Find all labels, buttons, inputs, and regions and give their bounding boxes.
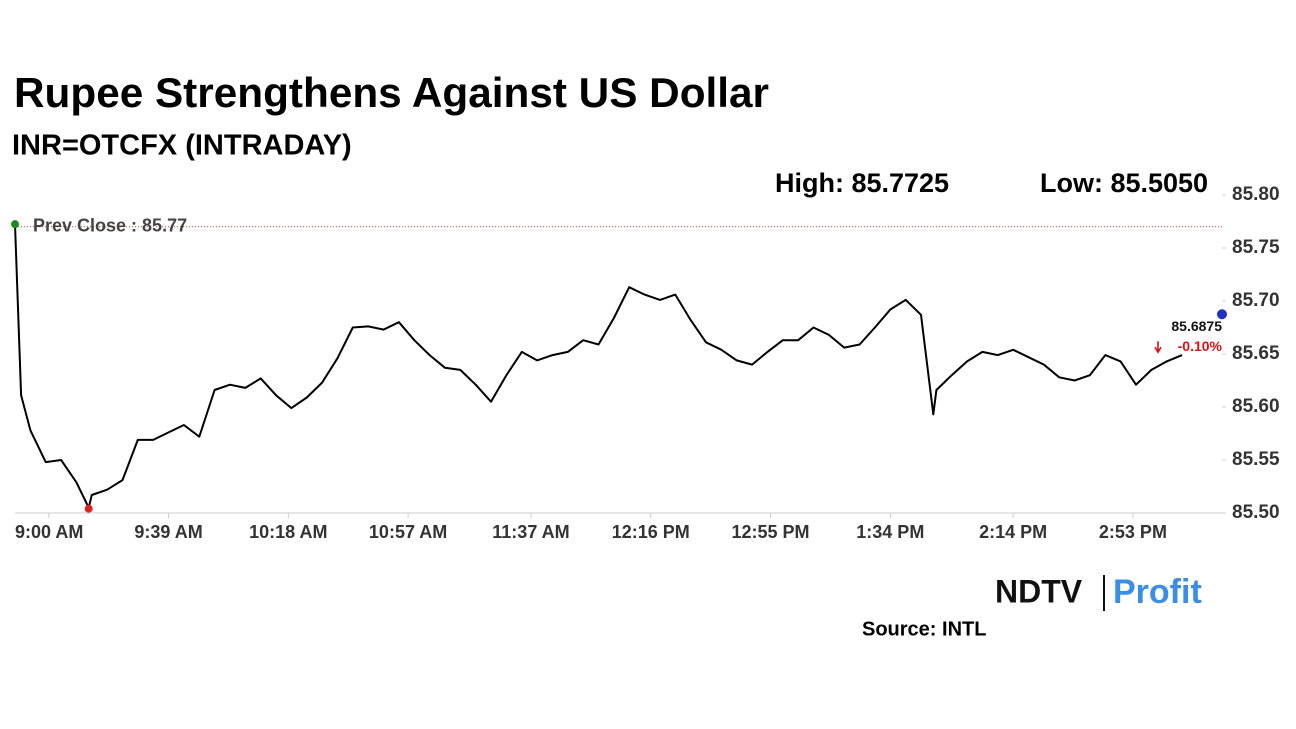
x-tick-label: 9:00 AM bbox=[15, 522, 83, 542]
x-tick-label: 10:18 AM bbox=[249, 522, 327, 542]
y-tick-label: 85.65 bbox=[1232, 343, 1280, 364]
change-label: -0.10% bbox=[1178, 338, 1223, 354]
y-tick-label: 85.60 bbox=[1232, 396, 1280, 417]
x-tick-label: 9:39 AM bbox=[134, 522, 202, 542]
start-marker bbox=[11, 220, 19, 229]
last-marker bbox=[1217, 309, 1227, 320]
price-line bbox=[14, 224, 1183, 509]
chart-subtitle: INR=OTCFX (INTRADAY) bbox=[12, 130, 352, 162]
x-tick-label: 10:57 AM bbox=[369, 522, 447, 542]
y-tick-label: 85.75 bbox=[1232, 237, 1280, 258]
x-tick-label: 12:55 PM bbox=[732, 522, 810, 542]
chart-title: Rupee Strengthens Against US Dollar bbox=[14, 69, 769, 116]
x-tick-label: 11:37 AM bbox=[492, 522, 569, 542]
prev-close-label: Prev Close : 85.77 bbox=[33, 216, 187, 236]
x-tick-label: 1:34 PM bbox=[856, 522, 924, 542]
y-tick-label: 85.55 bbox=[1232, 449, 1280, 470]
down-arrow bbox=[1154, 341, 1162, 354]
x-tick-label: 2:53 PM bbox=[1099, 522, 1167, 542]
high-annotation: High: 85.7725 bbox=[775, 168, 949, 198]
y-tick-label: 85.50 bbox=[1232, 502, 1280, 523]
low-marker bbox=[84, 504, 93, 513]
x-tick-label: 12:16 PM bbox=[612, 522, 690, 542]
logo-profit: Profit bbox=[1113, 573, 1202, 611]
last-value-label: 85.6875 bbox=[1171, 318, 1222, 334]
low-annotation: Low: 85.5050 bbox=[1040, 168, 1208, 198]
source: Source: INTL bbox=[862, 618, 986, 640]
y-tick-label: 85.70 bbox=[1232, 290, 1280, 311]
y-tick-label: 85.80 bbox=[1232, 184, 1280, 205]
logo-ndtv: NDTV bbox=[995, 573, 1083, 609]
x-tick-label: 2:14 PM bbox=[979, 522, 1047, 542]
